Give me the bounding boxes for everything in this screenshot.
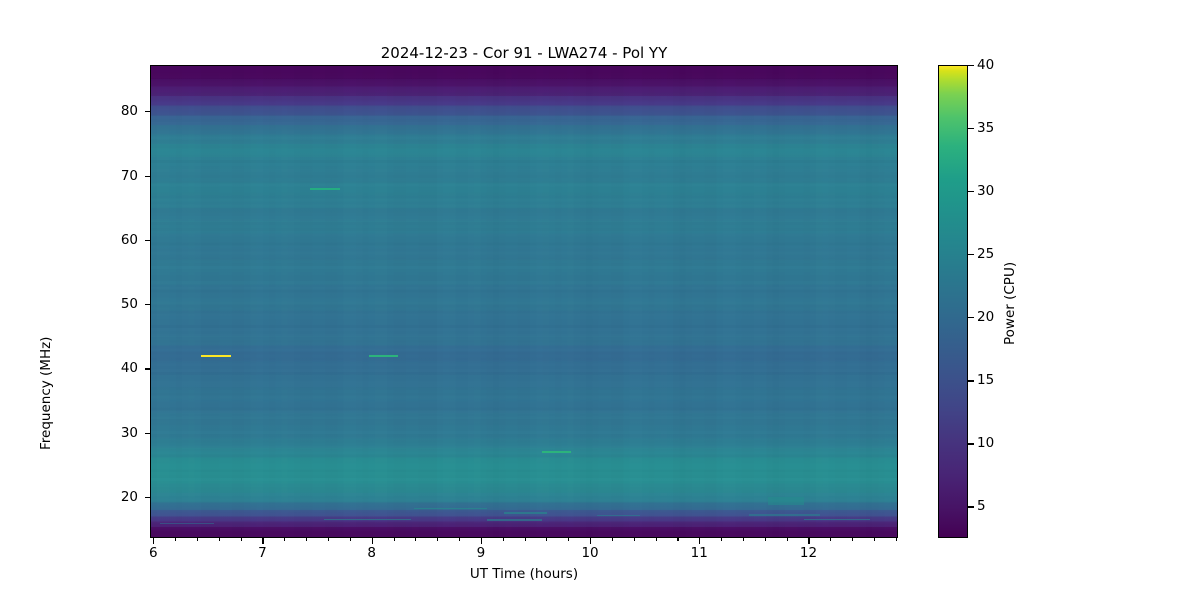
colorbar-tick-mark <box>968 65 974 67</box>
colorbar-tick-mark <box>968 317 974 319</box>
x-minor-tick <box>873 538 876 542</box>
x-tick-label: 12 <box>799 545 818 561</box>
x-minor-tick <box>830 538 832 542</box>
x-tick-mark <box>808 538 810 544</box>
x-minor-tick <box>327 538 330 542</box>
colorbar-tick-mark <box>968 254 974 256</box>
rfi-faint-17mhz-c <box>749 514 821 516</box>
x-minor-tick <box>459 538 461 542</box>
x-minor-tick <box>175 538 177 542</box>
y-tick-label: 80 <box>120 103 138 120</box>
x-minor-tick <box>437 538 439 542</box>
x-tick-label: 9 <box>476 545 486 561</box>
x-minor-tick <box>546 538 548 542</box>
x-minor-tick <box>218 538 220 542</box>
rfi-faint-17mhz-b <box>596 514 641 517</box>
spectrogram-image <box>151 66 897 537</box>
x-minor-tick <box>393 538 395 542</box>
colorbar-label: Power (CPU) <box>1002 261 1018 345</box>
x-tick-mark <box>590 538 592 544</box>
colorbar-tick-label: 15 <box>977 372 995 389</box>
x-minor-tick <box>764 538 766 542</box>
x-minor-tick <box>240 538 242 542</box>
colorbar-tick-label: 20 <box>977 309 995 326</box>
y-tick-mark <box>144 496 150 499</box>
x-minor-tick <box>677 538 679 542</box>
bright-patch-19mhz <box>767 497 804 505</box>
y-tick-label: 40 <box>120 360 138 377</box>
spectrogram-row-texture <box>151 66 897 537</box>
y-tick-label: 30 <box>120 424 138 441</box>
x-minor-tick <box>852 538 854 542</box>
rfi-faint-17mhz-a <box>503 512 548 514</box>
x-tick-mark <box>371 538 373 544</box>
colorbar-tick-mark <box>968 443 974 445</box>
x-minor-tick <box>196 538 199 542</box>
x-minor-tick <box>415 538 417 542</box>
spectrogram-noise-overlay <box>151 66 897 537</box>
colorbar <box>938 65 968 538</box>
colorbar-tick-mark <box>968 380 974 382</box>
colorbar-tick-label: 40 <box>977 57 995 73</box>
x-tick-mark <box>480 538 483 544</box>
rfi-yellow-42mhz <box>201 354 231 358</box>
rfi-faint-16mhz-b <box>487 519 542 521</box>
x-tick-label: 8 <box>367 545 376 561</box>
x-minor-tick <box>306 538 308 542</box>
colorbar-tick-label: 5 <box>977 498 986 515</box>
y-tick-mark <box>144 432 150 434</box>
spectrogram-axes <box>150 65 898 538</box>
rfi-faint-16mhz-a <box>323 518 411 521</box>
rfi-green-68mhz <box>310 187 340 191</box>
rfi-faint-18mhz-a <box>414 507 488 510</box>
x-minor-tick <box>895 538 897 542</box>
x-minor-tick <box>349 538 351 542</box>
x-minor-tick <box>786 538 788 542</box>
chart-title: 2024-12-23 - Cor 91 - LWA274 - Pol YY <box>380 44 668 62</box>
x-tick-mark <box>153 538 155 544</box>
x-minor-tick <box>524 538 526 542</box>
x-tick-label: 6 <box>148 545 158 561</box>
x-minor-tick <box>284 538 286 542</box>
x-minor-tick <box>611 538 613 542</box>
x-tick-label: 11 <box>690 545 708 561</box>
x-minor-tick <box>742 538 745 542</box>
y-tick-label: 20 <box>120 488 138 505</box>
colorbar-tick-label: 25 <box>977 246 995 263</box>
x-tick-mark <box>699 538 701 544</box>
y-tick-mark <box>144 368 150 370</box>
y-tick-mark <box>144 175 150 177</box>
y-tick-mark <box>144 111 150 113</box>
y-axis-label: Frequency (MHz) <box>38 336 54 450</box>
y-tick-label: 60 <box>120 231 138 248</box>
x-minor-tick <box>721 538 723 542</box>
rfi-faint-16mhz-c <box>803 518 870 521</box>
colorbar-tick-mark <box>968 128 974 130</box>
colorbar-tick-label: 35 <box>977 120 995 137</box>
colorbar-tick-label: 30 <box>977 183 995 200</box>
x-minor-tick <box>568 538 570 542</box>
y-tick-mark <box>144 304 150 306</box>
x-tick-mark <box>262 538 264 544</box>
x-minor-tick <box>655 538 657 542</box>
x-minor-tick <box>633 538 635 542</box>
rfi-green-27mhz <box>541 450 572 453</box>
x-tick-label: 10 <box>581 545 599 561</box>
y-tick-label: 70 <box>120 167 138 184</box>
x-minor-tick <box>502 538 504 542</box>
colorbar-tick-mark <box>968 191 974 193</box>
spectrogram-time-mottling <box>151 66 897 537</box>
y-tick-label: 50 <box>120 296 138 313</box>
rfi-green-42mhz <box>369 354 398 358</box>
rfi-faint-16mhz-d <box>159 522 215 525</box>
colorbar-tick-mark <box>968 506 974 508</box>
colorbar-tick-label: 10 <box>977 435 995 452</box>
y-tick-mark <box>144 239 150 241</box>
x-tick-label: 7 <box>258 545 267 561</box>
x-axis-label: UT Time (hours) <box>469 566 579 582</box>
